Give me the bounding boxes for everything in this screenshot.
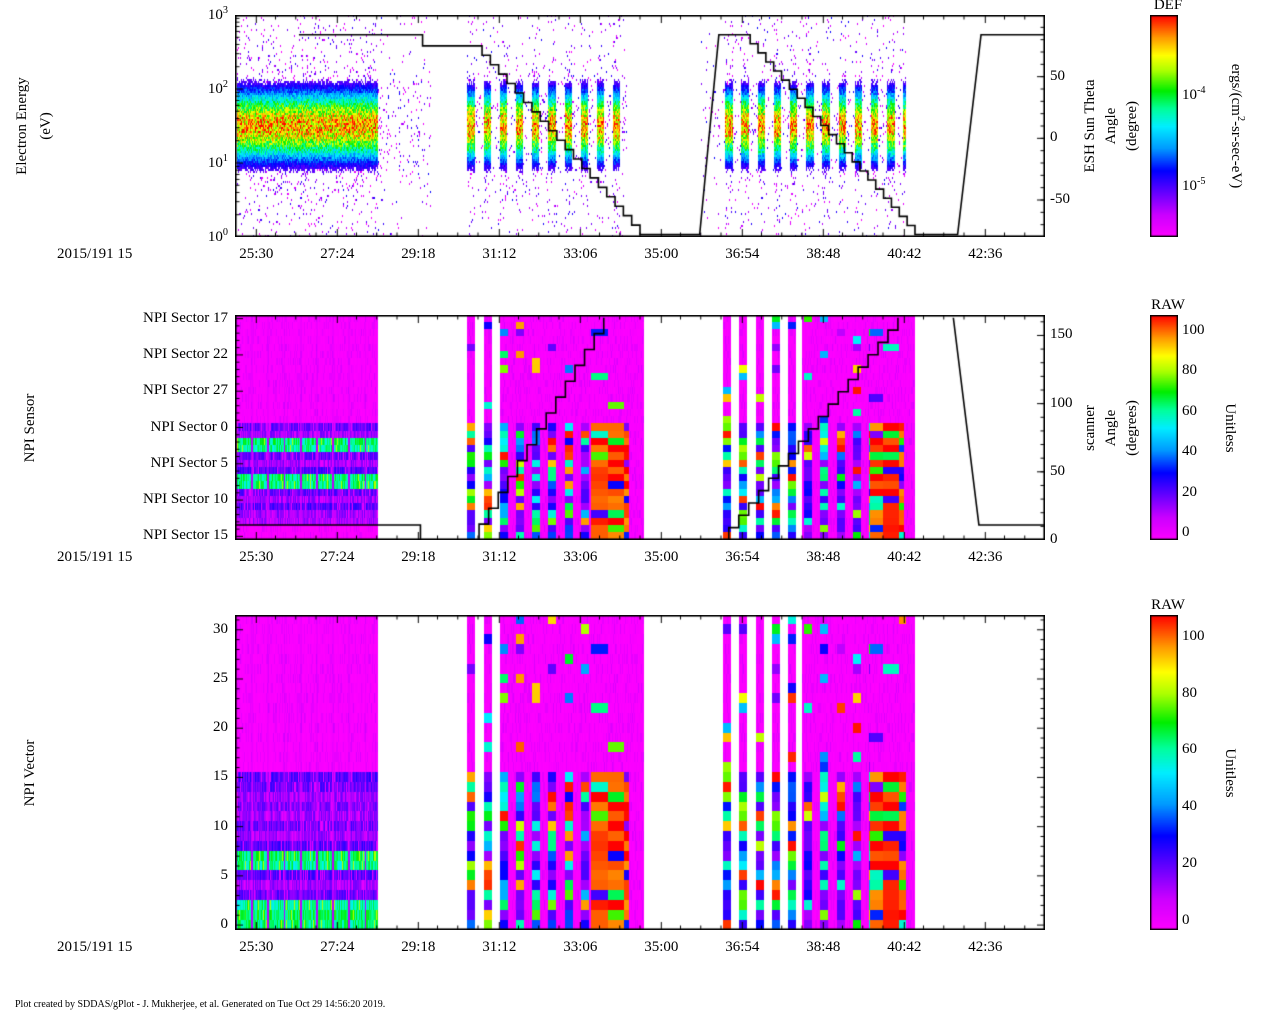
y-tick-label-sector: NPI Sector 10 <box>143 491 228 508</box>
y-tick-label-numeric: 0 <box>220 916 229 933</box>
y-tick-label-log: 100 <box>207 227 228 245</box>
x-tick-label: 31:12 <box>482 939 517 955</box>
colorbar-title: RAW <box>1151 297 1185 313</box>
colorbar-tick-label: 10-5 <box>1182 175 1206 194</box>
colorbar-tick-label: 20 <box>1182 483 1197 500</box>
colorbar-tick-label: 80 <box>1182 684 1197 701</box>
colorbar-tick-label: 100 <box>1182 628 1205 645</box>
exponent: -5 <box>1197 175 1206 187</box>
y-tick-label-numeric: 5 <box>220 866 229 883</box>
x-tick-label: 36:54 <box>725 246 760 262</box>
x-tick-label: 27:24 <box>320 549 355 565</box>
right-tick-label: 0 <box>1050 129 1058 146</box>
colorbar-title: RAW <box>1151 597 1185 613</box>
x-tick-label: 38:48 <box>806 549 841 565</box>
x-tick-label: 29:18 <box>401 246 436 262</box>
exponent: -4 <box>1197 84 1206 96</box>
x-tick-label: 35:00 <box>644 549 679 565</box>
x-tick-label: 29:18 <box>401 939 436 955</box>
x-tick-label: 33:06 <box>563 939 598 955</box>
x-tick-label: 27:24 <box>320 939 355 955</box>
x-axis-date-label: 2015/191 15 <box>57 246 133 262</box>
exponent: 2 <box>222 79 228 90</box>
colorbar-tick-label: 80 <box>1182 362 1197 379</box>
x-tick-label: 42:36 <box>968 549 1003 565</box>
colorbar-tick-label: 20 <box>1182 854 1197 871</box>
colorbar-unit-label: Unitless <box>1222 747 1238 798</box>
y-tick-label-numeric: 10 <box>213 817 228 834</box>
colorbar-tick-label: 10-4 <box>1182 84 1206 103</box>
x-tick-label: 40:42 <box>887 939 922 955</box>
colorbar-tick-label: 60 <box>1182 402 1197 419</box>
x-tick-label: 36:54 <box>725 549 760 565</box>
footer-credit: Plot created by SDDAS/gPlot - J. Mukherj… <box>15 999 386 1010</box>
right-tick-label: 0 <box>1050 531 1058 547</box>
x-tick-label: 38:48 <box>806 246 841 262</box>
y-tick-label-sector: NPI Sector 5 <box>150 454 229 471</box>
npi-vector-raw-colorbar <box>1150 615 1178 930</box>
colorbar-tick-label: 0 <box>1182 911 1190 928</box>
electron-energy-def-colorbar <box>1150 15 1178 237</box>
y-tick-label-numeric: 30 <box>213 620 228 637</box>
x-tick-label: 42:36 <box>968 939 1003 955</box>
x-tick-label: 29:18 <box>401 549 436 565</box>
y-tick-label-sector: NPI Sector 17 <box>143 309 228 326</box>
x-tick-label: 33:06 <box>563 246 598 262</box>
x-tick-label: 40:42 <box>887 246 922 262</box>
x-tick-label: 36:54 <box>725 939 760 955</box>
npi-vector-raw-canvas <box>235 615 1045 930</box>
npi-sensor-raw-colorbar <box>1150 315 1178 540</box>
electron-energy-def-canvas <box>235 15 1045 237</box>
y-tick-label-numeric: 20 <box>213 719 228 736</box>
x-tick-label: 25:30 <box>239 246 274 262</box>
x-tick-label: 35:00 <box>644 939 679 955</box>
y-tick-label-log: 102 <box>207 79 228 97</box>
npi-vector-raw-left-axis-title: NPI Vector <box>22 739 38 806</box>
x-axis-date-label: 2015/191 15 <box>57 549 133 565</box>
colorbar-title: DEF <box>1153 0 1183 13</box>
colorbar-tick-label: 40 <box>1182 798 1197 815</box>
right-tick-label: -50 <box>1050 191 1070 207</box>
exponent: 0 <box>222 227 228 238</box>
x-tick-label: 25:30 <box>239 939 274 955</box>
x-tick-label: 42:36 <box>968 246 1003 262</box>
colorbar-tick-label: 0 <box>1182 524 1190 541</box>
y-tick-label-numeric: 25 <box>213 669 228 686</box>
y-tick-label-log: 101 <box>207 153 228 171</box>
right-tick-label: 50 <box>1050 67 1065 84</box>
y-tick-label-sector: NPI Sector 0 <box>150 418 229 435</box>
exponent: 3 <box>222 5 228 16</box>
x-tick-label: 40:42 <box>887 549 922 565</box>
y-tick-label-sector: NPI Sector 15 <box>143 527 228 544</box>
x-tick-label: 35:00 <box>644 246 679 262</box>
x-tick-label: 33:06 <box>563 549 598 565</box>
right-tick-label: 150 <box>1050 326 1073 343</box>
right-tick-label: 100 <box>1050 394 1073 411</box>
x-tick-label: 38:48 <box>806 939 841 955</box>
x-tick-label: 31:12 <box>482 246 517 262</box>
exponent: 1 <box>222 153 228 164</box>
x-axis-date-label: 2015/191 15 <box>57 939 133 955</box>
x-tick-label: 25:30 <box>239 549 274 565</box>
y-tick-label-sector: NPI Sector 27 <box>143 382 228 399</box>
npi-sensor-raw-canvas <box>235 315 1045 540</box>
y-tick-label-numeric: 15 <box>213 768 228 785</box>
colorbar-tick-label: 40 <box>1182 443 1197 460</box>
x-tick-label: 31:12 <box>482 549 517 565</box>
colorbar-tick-label: 100 <box>1182 321 1205 338</box>
x-tick-label: 27:24 <box>320 246 355 262</box>
y-tick-label-sector: NPI Sector 22 <box>143 345 228 362</box>
colorbar-tick-label: 60 <box>1182 741 1197 758</box>
y-tick-label-log: 103 <box>207 5 228 23</box>
right-tick-label: 50 <box>1050 462 1065 479</box>
